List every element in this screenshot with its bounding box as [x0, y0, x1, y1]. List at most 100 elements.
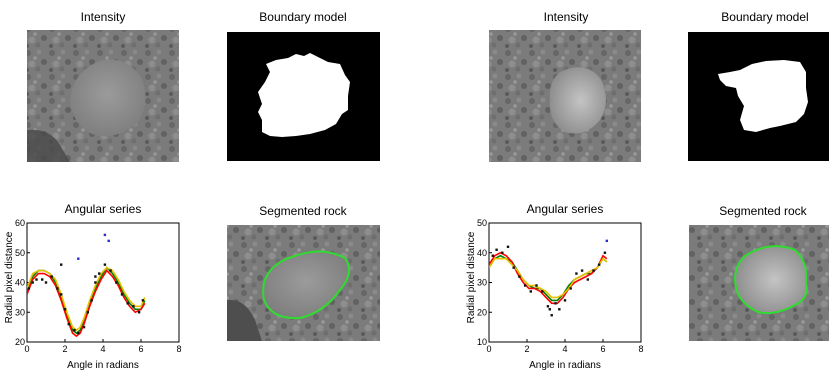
data-point: [518, 275, 521, 278]
y-tick-label: 40: [15, 278, 25, 288]
data-point: [529, 290, 532, 293]
data-point: [115, 281, 118, 284]
data-point: [67, 322, 70, 326]
data-point: [27, 287, 31, 290]
data-point: [35, 278, 38, 281]
data-point: [126, 302, 129, 305]
panel-right: Intensity Boundary model Angular series …: [466, 10, 829, 371]
data-point: [141, 299, 145, 302]
data-point: [603, 251, 607, 254]
series-line-0: [489, 254, 608, 302]
segmentation-contour: [262, 250, 350, 320]
data-point: [60, 293, 63, 296]
x-tick-label: 4: [100, 344, 105, 354]
data-point: [501, 251, 504, 254]
y-axis-label: Radial pixel distance: [4, 231, 15, 323]
data-point: [548, 308, 551, 311]
data-point: [44, 281, 48, 284]
data-point: [137, 311, 141, 314]
data-point: [31, 281, 34, 284]
segmented-title: Segmented rock: [719, 204, 807, 218]
segmentation-contour: [734, 245, 808, 315]
intensity-image: [489, 30, 641, 162]
data-point: [592, 269, 595, 272]
data-point: [554, 302, 557, 305]
x-tick-label: 2: [524, 344, 529, 354]
series-line-2: [27, 266, 146, 332]
segmented-rock-image: [689, 225, 829, 341]
data-point: [491, 254, 494, 257]
series-title: Angular series: [527, 202, 604, 216]
data-point: [94, 275, 97, 278]
data-point: [50, 275, 53, 278]
data-point: [90, 299, 93, 302]
intensity-image: [27, 30, 179, 162]
boundary-image: [227, 32, 380, 161]
x-tick-label: 4: [562, 344, 567, 354]
data-point: [546, 305, 550, 308]
data-point: [563, 299, 567, 302]
data-point: [77, 257, 80, 260]
x-tick-label: 6: [600, 344, 605, 354]
x-tick-label: 0: [486, 344, 491, 354]
data-point: [575, 272, 578, 275]
data-point: [56, 287, 59, 290]
data-point: [103, 263, 107, 266]
x-tick-label: 0: [24, 344, 29, 354]
intensity-title: Intensity: [81, 10, 126, 24]
data-point: [535, 284, 538, 287]
data-point: [109, 269, 112, 272]
data-point: [558, 308, 561, 311]
data-point: [550, 314, 553, 317]
data-point: [495, 248, 498, 251]
plot-area: [26, 222, 180, 343]
intensity-title: Intensity: [544, 10, 589, 24]
data-point: [77, 331, 80, 335]
panel-left: Intensity Boundary model Angular series …: [4, 10, 380, 371]
series-title: Angular series: [65, 202, 142, 216]
data-point: [586, 278, 589, 281]
data-point: [132, 305, 135, 308]
y-tick-label: 50: [477, 218, 487, 228]
angular-series-chart: 0 2 4 6 8 20 30 40 50 60 Angle in radians Radial pi…: [4, 218, 182, 371]
series-line-2: [489, 257, 608, 299]
data-point: [512, 266, 515, 269]
data-point: [98, 272, 101, 275]
data-point: [605, 239, 608, 243]
plot-area: [488, 222, 642, 343]
data-point: [523, 284, 527, 287]
y-tick-label: 30: [15, 307, 25, 317]
y-tick-label: 60: [15, 218, 25, 228]
data-point: [73, 328, 76, 332]
segmented-title: Segmented rock: [259, 204, 347, 218]
y-tick-label: 40: [477, 248, 487, 258]
y-tick-label: 20: [477, 307, 487, 317]
x-tick-label: 6: [138, 344, 143, 354]
data-point: [63, 308, 67, 311]
data-point: [94, 281, 97, 284]
series-line-1: [27, 269, 146, 338]
boundary-title: Boundary model: [721, 10, 808, 24]
data-point: [580, 269, 584, 272]
x-tick-label: 8: [176, 344, 181, 354]
data-point: [107, 239, 110, 243]
y-tick-label: 20: [15, 337, 25, 347]
x-tick-label: 2: [62, 344, 67, 354]
data-point: [41, 278, 44, 281]
data-point: [60, 263, 63, 266]
x-tick-label: 8: [638, 344, 643, 354]
data-point: [506, 245, 510, 248]
y-tick-label: 10: [477, 337, 487, 347]
boundary-title: Boundary model: [259, 10, 346, 24]
y-tick-label: 30: [477, 278, 487, 288]
data-point: [86, 311, 89, 314]
segmented-rock-image: [227, 225, 380, 341]
data-point: [82, 325, 86, 329]
x-axis-label: Angle in radians: [67, 360, 139, 371]
angular-series-chart: 0 2 4 6 8 10 20 30 40 50 Angle in radians Radial pi…: [466, 218, 644, 371]
data-point: [541, 290, 544, 293]
x-axis-label: Angle in radians: [529, 360, 601, 371]
y-axis-label: Radial pixel distance: [466, 231, 477, 323]
data-point: [120, 293, 124, 296]
